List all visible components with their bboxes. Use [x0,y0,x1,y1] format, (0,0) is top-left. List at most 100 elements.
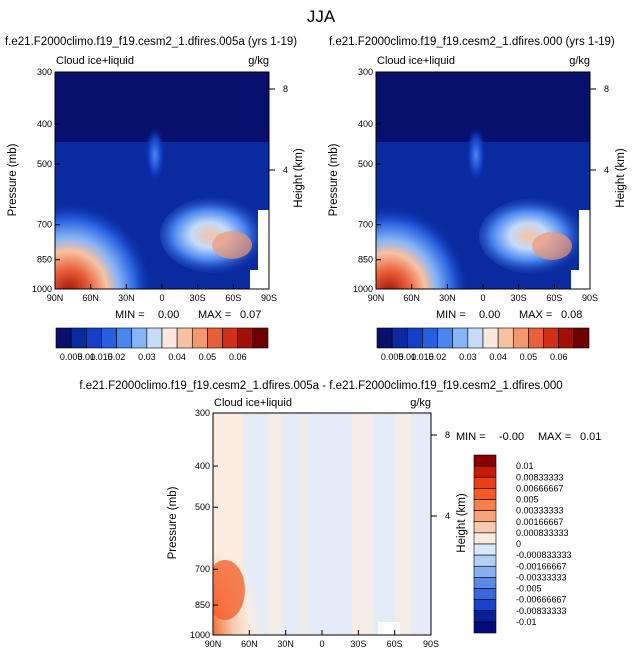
colorbar-label: -0.00333333 [516,572,567,582]
panel-2-y2label: Height (km) [615,148,627,208]
colorbar-swatch [473,499,497,511]
colorbar-label: 0.01 [516,461,534,471]
panel-2-ylabel: Pressure (mb) [328,143,340,216]
panel-3-max-value: 0.01 [580,431,601,443]
colorbar-swatch [473,521,497,534]
x-tick-label: 30S [190,293,206,303]
colorbar-swatch [207,327,223,349]
panel-2-contour-field [376,72,590,289]
x-tick-label: 60S [387,639,403,649]
colorbar-swatch [473,510,497,523]
colorbar-swatch [558,327,575,349]
colorbar-label: 0.03 [459,352,477,362]
colorbar-swatch [473,532,497,545]
y-tick-label: 500 [358,159,373,169]
colorbar-swatch [176,327,193,349]
colorbar-swatch [473,488,497,500]
panel-2-max-label: MAX = [519,309,552,321]
colorbar-label: -0.005 [516,584,542,594]
colorbar-label: 0.005 [60,352,83,362]
x-tick-label: 30N [118,293,135,303]
x-tick-label: 90N [47,293,64,303]
colorbar-swatch [55,327,72,349]
colorbar-label: 0.00833333 [516,472,564,482]
x-tick-label: 60N [403,293,420,303]
colorbar-swatch [473,465,497,478]
colorbar-label: 0.000833333 [516,528,569,538]
y2-tick-label: 4 [445,511,450,521]
panel-1-contour-field [55,72,269,289]
y2-tick-label: 8 [283,84,288,94]
colorbar-label: 0.06 [550,352,568,362]
x-tick-label: 60N [241,639,258,649]
panel-1-variable-label: Cloud ice+liquid [56,55,134,67]
colorbar-label: 0.05 [199,352,217,362]
y-tick-label: 300 [195,408,210,418]
colorbar-label: -0.00833333 [516,606,567,616]
colorbar-label: 0.00166667 [516,517,564,527]
colorbar-swatch [406,327,423,349]
colorbar-swatch [467,327,484,349]
colorbar-label: -0.00166667 [516,561,567,571]
panel-2: f.e21.F2000climo.f19_f19.cesm2_1.dfires.… [328,36,627,362]
panel-3-max-label: MAX = [538,431,571,443]
x-tick-label: 90N [205,639,222,649]
x-tick-label: 90S [261,293,277,303]
panel-1-units: g/kg [248,55,269,67]
y-tick-label: 850 [358,255,373,265]
colorbar-label: 0.05 [520,352,538,362]
colorbar-label: 0.00333333 [516,506,564,516]
colorbar-label: 0.015 [411,352,434,362]
x-tick-label: 0 [319,639,324,649]
colorbar-swatch [237,327,254,349]
colorbar-label: -0.01 [516,617,537,627]
colorbar-swatch [101,327,117,349]
colorbar-swatch [473,610,497,623]
y-tick-label: 500 [37,159,52,169]
x-tick-label: 90N [368,293,385,303]
y2-tick-label: 4 [283,165,288,175]
panel-1-y2label: Height (km) [293,148,305,208]
colorbar-swatch [452,327,469,349]
colorbar-label: 0.005 [516,495,539,505]
y2-tick-label: 8 [604,84,609,94]
x-tick-label: 30N [439,293,456,303]
colorbar-swatch [391,327,408,349]
colorbar-label: 0.01 [399,352,417,362]
colorbar-swatch [422,327,438,349]
page-title: JJA [307,7,336,26]
colorbar-label: 0 [516,539,521,549]
y2-tick-label: 8 [445,430,450,440]
x-tick-label: 30S [350,639,366,649]
colorbar-swatch [191,327,208,349]
colorbar-swatch [222,327,239,349]
colorbar-swatch [528,327,544,349]
colorbar-label: 0.04 [489,352,507,362]
colorbar-label: 0.04 [168,352,186,362]
y-tick-label: 700 [358,220,373,230]
y-tick-label: 850 [195,600,210,610]
panel-1-min-label: MIN = [115,309,145,321]
panel-2-max-value: 0.08 [561,309,582,321]
panel-2-variable-label: Cloud ice+liquid [377,55,455,67]
colorbar-label: 0.015 [90,352,113,362]
y-tick-label: 700 [37,220,52,230]
colorbar-label: 0.03 [138,352,156,362]
colorbar-label: -0.00666667 [516,595,567,605]
panel-1-min-value: 0.00 [158,309,179,321]
colorbar-swatch [146,327,163,349]
panel-3-ylabel: Pressure (mb) [167,486,179,559]
panel-1: f.e21.F2000climo.f19_f19.cesm2_1.dfires.… [5,36,305,362]
colorbar-swatch [473,476,497,489]
panel-1-title: f.e21.F2000climo.f19_f19.cesm2_1.dfires.… [5,36,297,48]
colorbar-swatch [473,454,497,467]
panel-2-min-value: 0.00 [479,309,500,321]
colorbar-swatch [473,599,497,612]
colorbar-swatch [473,588,497,600]
panel-3: f.e21.F2000climo.f19_f19.cesm2_1.dfires.… [79,380,601,649]
x-tick-label: 60S [225,293,241,303]
colorbar-label: 0.01 [78,352,96,362]
